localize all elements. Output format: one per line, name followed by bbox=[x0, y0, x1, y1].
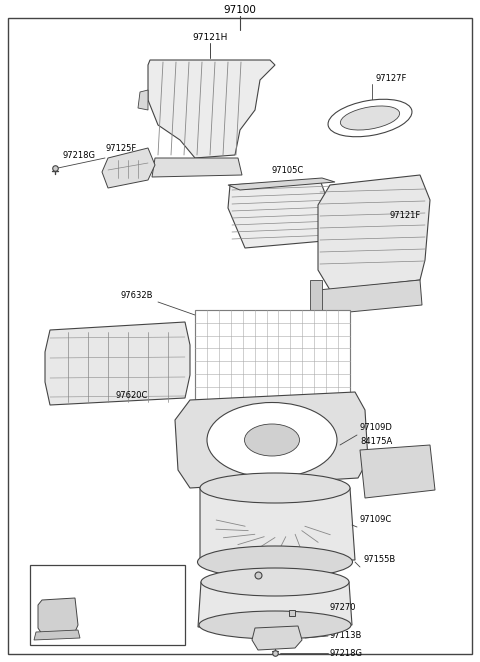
Polygon shape bbox=[148, 60, 275, 158]
Polygon shape bbox=[45, 322, 190, 405]
Text: 97218G: 97218G bbox=[62, 150, 95, 160]
Ellipse shape bbox=[328, 99, 412, 137]
Text: 97620C: 97620C bbox=[115, 391, 147, 399]
Text: 97183: 97183 bbox=[295, 571, 322, 579]
Polygon shape bbox=[198, 582, 352, 627]
Polygon shape bbox=[318, 280, 422, 315]
Bar bbox=[195, 310, 350, 425]
Polygon shape bbox=[310, 280, 322, 320]
Text: 97632B: 97632B bbox=[120, 291, 153, 299]
Polygon shape bbox=[34, 630, 80, 640]
Polygon shape bbox=[200, 488, 355, 562]
Polygon shape bbox=[228, 178, 335, 190]
Ellipse shape bbox=[201, 568, 349, 596]
Text: AIR CON): AIR CON) bbox=[81, 587, 120, 596]
Text: 97176E: 97176E bbox=[120, 612, 152, 620]
Text: 84175A: 84175A bbox=[360, 438, 392, 446]
Text: 97100: 97100 bbox=[224, 5, 256, 15]
Text: 97109C: 97109C bbox=[360, 516, 392, 524]
Text: (W/FULL AUTO: (W/FULL AUTO bbox=[70, 573, 131, 583]
Ellipse shape bbox=[200, 473, 350, 503]
Polygon shape bbox=[38, 598, 78, 634]
Polygon shape bbox=[318, 175, 430, 290]
Ellipse shape bbox=[199, 611, 351, 639]
Ellipse shape bbox=[207, 402, 337, 477]
Text: 97121F: 97121F bbox=[390, 211, 421, 220]
Text: 97105C: 97105C bbox=[272, 166, 304, 175]
Polygon shape bbox=[360, 445, 435, 498]
Text: 97125F: 97125F bbox=[105, 144, 136, 152]
Text: 97270: 97270 bbox=[330, 604, 357, 612]
Text: 97113B: 97113B bbox=[330, 632, 362, 641]
Polygon shape bbox=[175, 392, 368, 488]
Polygon shape bbox=[152, 158, 242, 177]
Ellipse shape bbox=[340, 106, 400, 130]
Polygon shape bbox=[102, 148, 155, 188]
Text: 97127F: 97127F bbox=[375, 73, 407, 83]
Ellipse shape bbox=[244, 424, 300, 456]
Text: 97109D: 97109D bbox=[360, 424, 393, 432]
Text: 97155B: 97155B bbox=[363, 555, 395, 565]
Polygon shape bbox=[228, 180, 335, 248]
Text: 97218G: 97218G bbox=[330, 649, 363, 657]
Bar bbox=[30, 565, 185, 645]
Text: 97121H: 97121H bbox=[192, 32, 228, 42]
Ellipse shape bbox=[197, 546, 352, 578]
Polygon shape bbox=[138, 90, 148, 110]
Polygon shape bbox=[252, 626, 302, 650]
